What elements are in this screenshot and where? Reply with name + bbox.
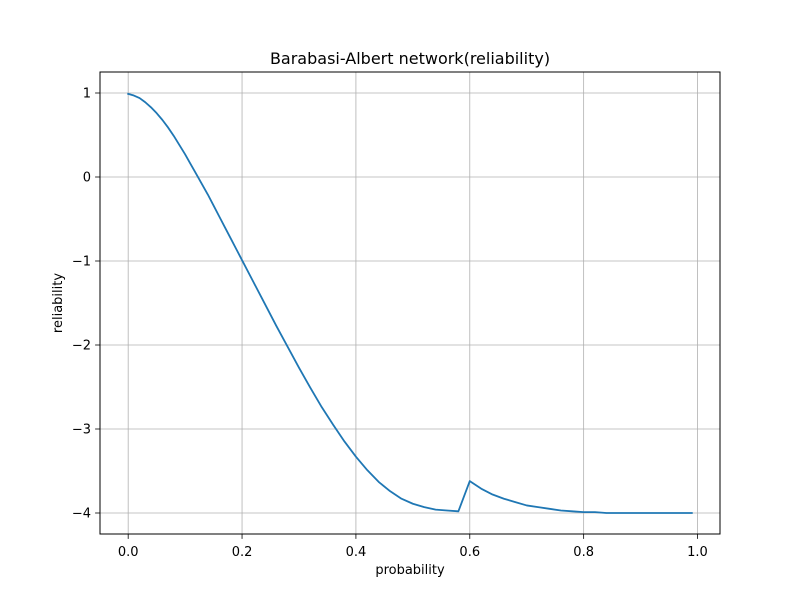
y-tick-label: 0 <box>83 171 91 186</box>
x-axis: 0.0 0.2 0.4 0.6 0.8 1.0 <box>118 534 708 560</box>
y-axis-label: reliability <box>51 273 66 333</box>
x-axis-label: probability <box>375 563 445 578</box>
y-tick-label: −4 <box>72 507 91 522</box>
x-tick-label: 0.4 <box>346 545 367 560</box>
y-axis: 1 0 −1 −2 −3 −4 <box>72 87 100 522</box>
chart-title: Barabasi-Albert network(reliability) <box>270 49 550 68</box>
y-tick-label: −3 <box>72 423 91 438</box>
y-tick-label: 1 <box>83 87 91 102</box>
grid-lines <box>100 72 720 534</box>
series-layer <box>127 92 693 514</box>
x-tick-label: 0.2 <box>232 545 253 560</box>
x-tick-label: 1.0 <box>687 545 708 560</box>
y-tick-label: −2 <box>72 339 91 354</box>
x-tick-label: 0.6 <box>459 545 480 560</box>
x-tick-label: 0.0 <box>118 545 139 560</box>
y-tick-label: −1 <box>72 255 91 270</box>
series-line <box>127 92 693 514</box>
plot-area <box>100 72 720 534</box>
x-tick-label: 0.8 <box>573 545 594 560</box>
plot-frame <box>99 71 721 535</box>
